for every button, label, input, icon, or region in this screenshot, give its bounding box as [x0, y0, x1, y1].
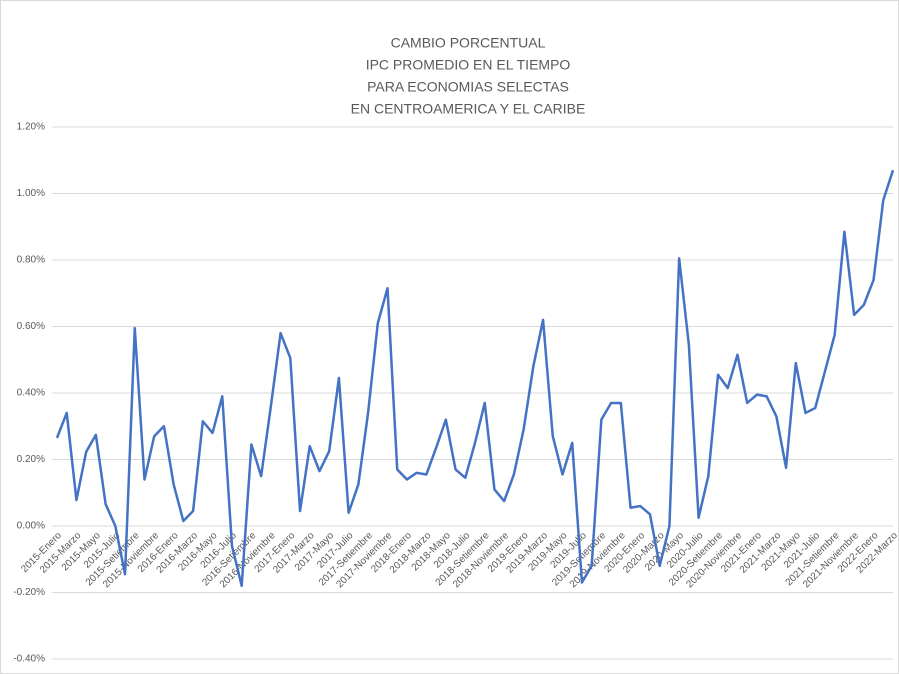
y-tick-label: -0.40%: [13, 654, 45, 665]
chart-title: CAMBIO PORCENTUAL: [391, 35, 546, 51]
y-tick-label: 0.40%: [17, 388, 45, 399]
y-tick-label: 0.60%: [17, 321, 45, 332]
chart-title: IPC PROMEDIO EN EL TIEMPO: [366, 57, 571, 73]
y-tick-label: 1.00%: [17, 188, 45, 199]
chart-title: EN CENTROAMERICA Y EL CARIBE: [351, 101, 586, 117]
y-tick-label: 0.80%: [17, 255, 45, 266]
y-tick-label: 1.20%: [17, 122, 45, 133]
y-tick-label: -0.20%: [13, 587, 45, 598]
data-line: [55, 169, 895, 588]
y-tick-label: 0.00%: [17, 521, 45, 532]
y-tick-label: 0.20%: [17, 454, 45, 465]
chart-title: PARA ECONOMIAS SELECTAS: [367, 79, 569, 95]
